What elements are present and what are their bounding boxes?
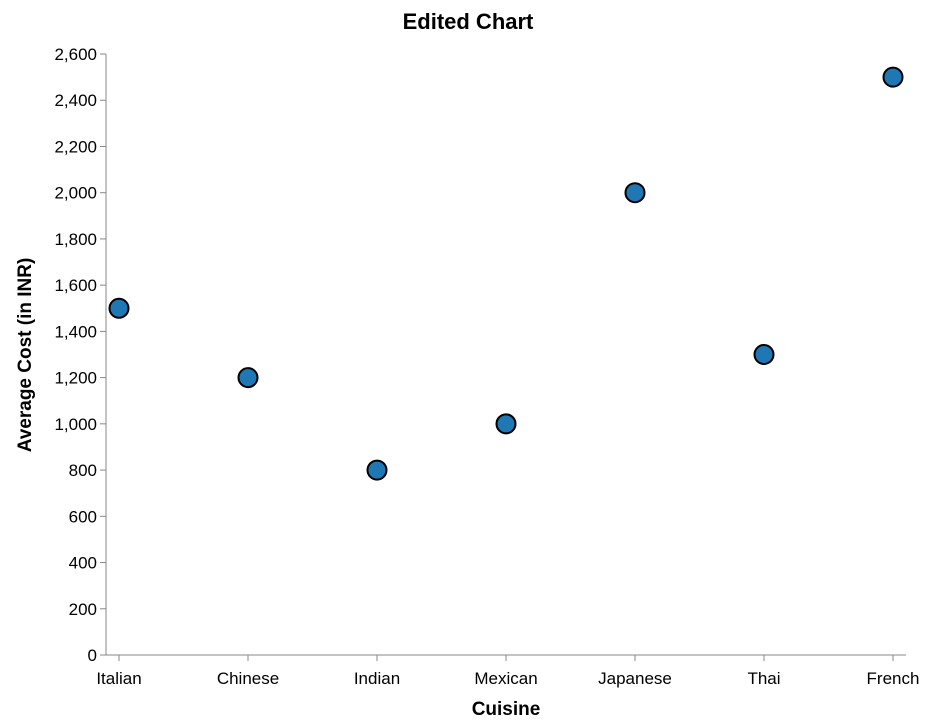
x-tick-label: French — [867, 669, 920, 688]
data-point-french — [884, 68, 903, 87]
x-axis: Italian Chinese Indian Mexican Japanese Thai F… — [96, 655, 919, 688]
y-tick-label: 1,200 — [54, 369, 97, 388]
y-tick-label: 800 — [69, 461, 97, 480]
data-point-italian — [110, 299, 129, 318]
y-tick-label: 2,600 — [54, 45, 97, 64]
y-tick-label: 1,600 — [54, 276, 97, 295]
data-point-indian — [368, 461, 387, 480]
y-tick-label: 1,000 — [54, 415, 97, 434]
y-tick-label: 1,400 — [54, 322, 97, 341]
y-tick-label: 2,000 — [54, 184, 97, 203]
y-tick-label: 2,200 — [54, 137, 97, 156]
x-tick-label: Italian — [96, 669, 141, 688]
y-tick-label: 0 — [88, 646, 97, 665]
x-tick-label: Chinese — [217, 669, 279, 688]
y-tick-label: 600 — [69, 507, 97, 526]
data-point-thai — [755, 345, 774, 364]
x-axis-title: Cuisine — [472, 699, 541, 720]
x-tick-label: Indian — [354, 669, 400, 688]
y-tick-label: 2,400 — [54, 91, 97, 110]
y-axis-title: Average Cost (in INR) — [15, 258, 36, 453]
y-axis: 0 200 400 600 800 1,000 1,200 1,400 1,600 1,800 2,… — [54, 45, 106, 665]
y-tick-label: 400 — [69, 554, 97, 573]
data-point-mexican — [497, 414, 516, 433]
data-point-japanese — [626, 183, 645, 202]
y-tick-label: 1,800 — [54, 230, 97, 249]
x-tick-label: Mexican — [474, 669, 537, 688]
x-tick-label: Japanese — [598, 669, 672, 688]
data-point-chinese — [239, 368, 258, 387]
x-tick-label: Thai — [747, 669, 780, 688]
y-tick-label: 200 — [69, 600, 97, 619]
data-points — [110, 68, 903, 480]
chart-title: Edited Chart — [403, 9, 534, 34]
